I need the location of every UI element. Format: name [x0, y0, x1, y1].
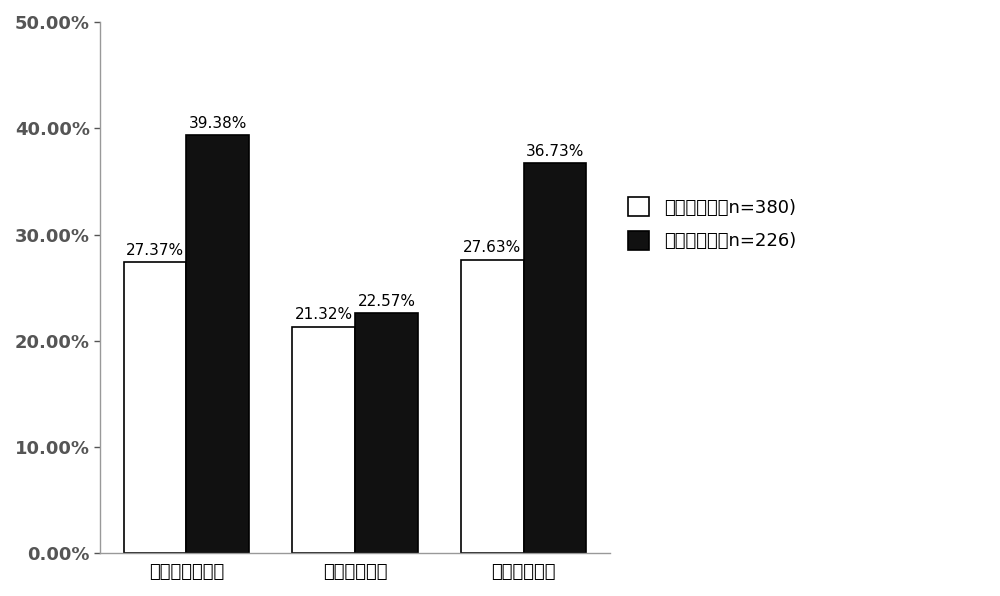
Text: 27.37%: 27.37%: [126, 243, 184, 258]
Text: 36.73%: 36.73%: [526, 144, 584, 159]
Text: 21.32%: 21.32%: [294, 308, 353, 322]
Bar: [292, 327, 355, 553]
Bar: [461, 260, 524, 553]
Text: 22.57%: 22.57%: [357, 294, 415, 309]
Legend: 一般亚健康（n=380), 高危亚健康（n=226): 一般亚健康（n=380), 高危亚健康（n=226): [619, 188, 805, 259]
Text: 27.63%: 27.63%: [463, 240, 521, 256]
Bar: [124, 262, 186, 553]
Text: 39.38%: 39.38%: [189, 116, 247, 131]
Bar: [524, 163, 586, 553]
Bar: [186, 135, 249, 553]
Bar: [355, 313, 418, 553]
